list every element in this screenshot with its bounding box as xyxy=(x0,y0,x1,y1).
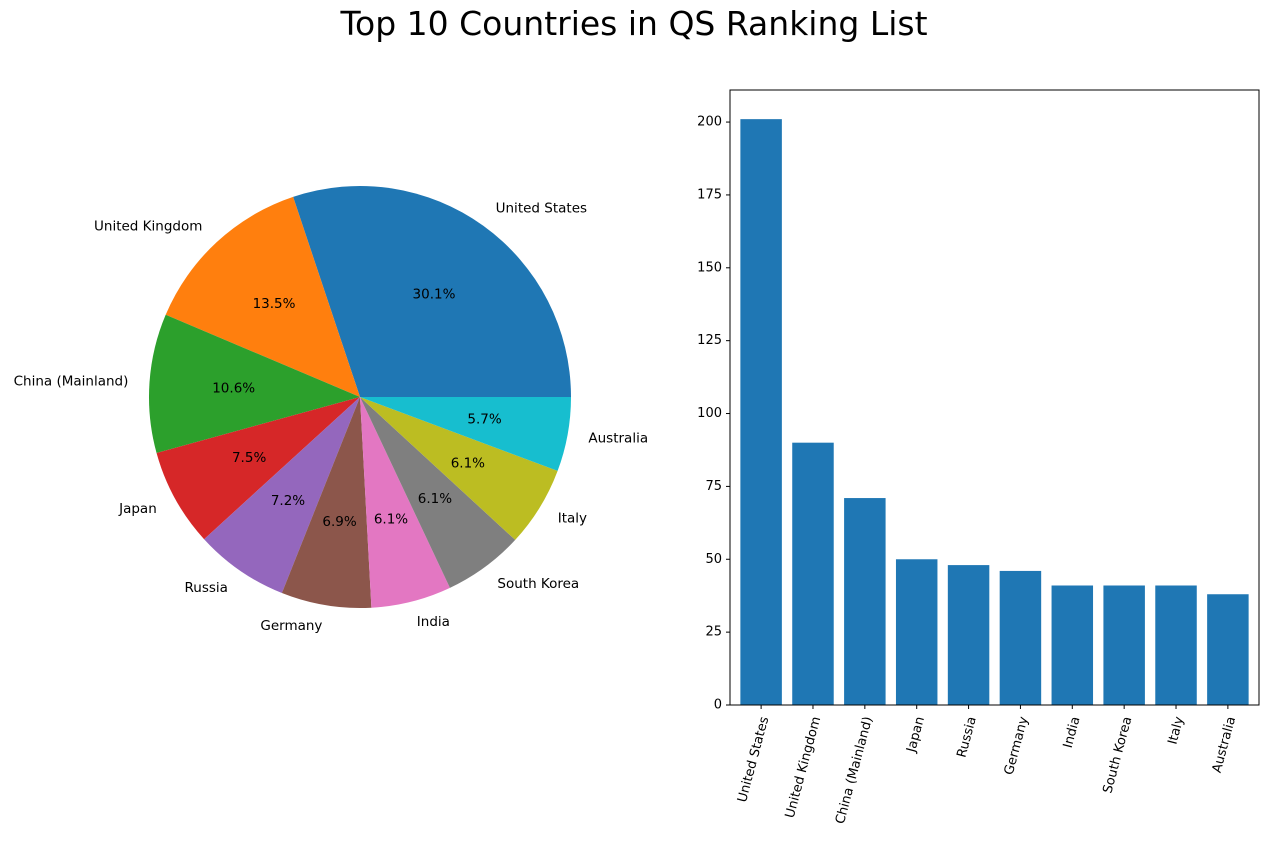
pie-percent-label-united-kingdom: 13.5% xyxy=(253,296,296,312)
pie-category-label-australia: Australia xyxy=(588,430,648,446)
bar-india xyxy=(1051,585,1094,705)
pie-category-label-russia: Russia xyxy=(185,580,228,596)
y-tick-label-125: 125 xyxy=(697,333,722,348)
bar-australia xyxy=(1207,594,1249,705)
pie-percent-label-japan: 7.5% xyxy=(232,450,266,466)
bar-united-states xyxy=(740,119,782,706)
bar-united-kingdom xyxy=(792,442,834,705)
bar-chart: 0 25 50 75 100 125 150 175 200 United States Unite… xyxy=(697,89,1260,826)
pie-percent-label-india: 6.1% xyxy=(374,512,408,528)
pie-percent-label-germany: 6.9% xyxy=(322,514,356,530)
y-tick-label-25: 25 xyxy=(705,625,722,640)
pie-slice-russia xyxy=(204,397,360,594)
bar-china-mainland xyxy=(844,498,886,705)
x-tick-label-south-korea: South Korea xyxy=(1101,715,1136,795)
pie-percent-label-china-mainland: 10.6% xyxy=(212,381,255,397)
pie-category-label-united-states: United States xyxy=(496,201,587,217)
x-tick-label-germany: Germany xyxy=(1002,715,1032,777)
y-tick-label-100: 100 xyxy=(697,406,722,421)
pie-percent-label-russia: 7.2% xyxy=(271,493,305,509)
pie-chart: 30.1% United States 13.5% United Kingdom 10.… xyxy=(14,185,648,634)
bar-russia xyxy=(947,565,990,705)
pie-category-label-india: India xyxy=(417,614,450,630)
y-tick-label-75: 75 xyxy=(705,479,722,494)
x-tick-label-australia: Australia xyxy=(1210,715,1239,774)
y-tick-label-200: 200 xyxy=(697,115,722,130)
y-tick-label-0: 0 xyxy=(714,698,722,713)
pie-slice-germany xyxy=(281,397,372,608)
x-tick-label-india: India xyxy=(1061,715,1084,750)
pie-category-label-japan: Japan xyxy=(118,501,157,517)
x-tick-label-united-states: United States xyxy=(735,715,772,804)
figure-title: Top 10 Countries in QS Ranking List xyxy=(340,4,928,43)
pie-category-label-italy: Italy xyxy=(558,511,587,527)
pie-percent-label-south-korea: 6.1% xyxy=(418,491,452,507)
pie-category-label-united-kingdom: United Kingdom xyxy=(94,219,202,235)
x-tick-label-japan: Japan xyxy=(904,715,928,755)
pie-category-label-china-mainland: China (Mainland) xyxy=(14,374,129,390)
pie-slice-japan xyxy=(156,397,360,540)
pie-percent-label-united-states: 30.1% xyxy=(413,286,456,302)
pie-slice-italy xyxy=(360,397,558,540)
y-tick-label-150: 150 xyxy=(697,260,722,275)
pie-percent-label-australia: 5.7% xyxy=(467,412,501,428)
bar-germany xyxy=(999,570,1042,705)
pie-slice-china-mainland xyxy=(149,314,360,453)
y-tick-label-175: 175 xyxy=(697,187,722,202)
pie-slice-south-korea xyxy=(360,397,516,588)
pie-category-label-south-korea: South Korea xyxy=(497,576,579,592)
x-tick-label-russia: Russia xyxy=(955,715,980,759)
x-tick-label-united-kingdom: United Kingdom xyxy=(783,715,824,820)
pie-slice-australia xyxy=(360,397,571,471)
bar-axes-frame xyxy=(729,89,1260,706)
pie-slice-united-states xyxy=(293,185,571,397)
pie-slice-united-kingdom xyxy=(165,196,360,397)
pie-percent-label-italy: 6.1% xyxy=(451,455,485,471)
x-tick-label-china-mainland: China (Mainland) xyxy=(833,715,876,826)
bar-italy xyxy=(1155,585,1197,705)
bar-south-korea xyxy=(1103,585,1145,705)
bar-japan xyxy=(895,559,938,705)
pie-slice-india xyxy=(360,397,450,608)
pie-category-label-germany: Germany xyxy=(260,618,322,634)
x-tick-label-italy: Italy xyxy=(1165,715,1187,746)
y-tick-label-50: 50 xyxy=(705,552,722,567)
